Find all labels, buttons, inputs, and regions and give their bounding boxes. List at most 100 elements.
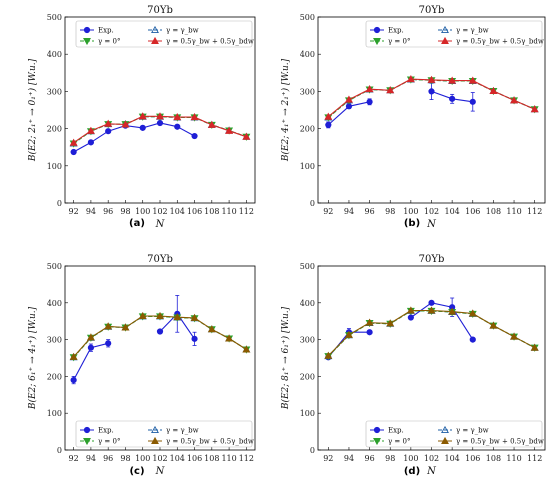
data-point [242, 132, 251, 140]
x-tick-label: 96 [364, 207, 374, 216]
data-point [407, 314, 414, 321]
data-point [469, 336, 476, 343]
series-3 [324, 307, 539, 361]
x-tick-label: 102 [424, 454, 439, 463]
data-point [366, 98, 373, 105]
legend-entry: γ = 0° [388, 38, 410, 46]
data-point [365, 85, 374, 93]
data-point [121, 120, 130, 128]
chart-title: 70Yb [147, 5, 173, 16]
data-point [225, 334, 234, 342]
y-tick-label: 100 [300, 409, 315, 418]
data-point [428, 88, 435, 95]
x-tick-label: 112 [527, 207, 542, 216]
panel-caption: (c) [129, 466, 144, 477]
data-point [344, 95, 353, 103]
data-point [386, 86, 395, 94]
x-tick-label: 112 [527, 454, 542, 463]
data-point [70, 376, 77, 384]
data-point [156, 119, 164, 127]
legend-swatch-marker [83, 426, 91, 434]
y-axis-label: B(E2; 2₁⁺ → 0₁⁺) [W.u.] [27, 58, 38, 162]
x-tick-label: 98 [385, 454, 395, 463]
data-point [324, 351, 333, 359]
x-tick-label: 100 [135, 454, 150, 463]
legend-swatch-marker [373, 37, 381, 46]
data-point [324, 112, 333, 120]
panel-caption: (b) [404, 218, 420, 229]
x-tick-label: 104 [170, 454, 185, 463]
x-tick-label: 94 [344, 454, 354, 463]
data-point [242, 345, 251, 353]
x-tick-label: 94 [86, 207, 96, 216]
y-tick-label: 500 [300, 262, 315, 271]
legend-swatch-marker [83, 437, 91, 446]
y-tick-label: 300 [300, 87, 315, 96]
legend: Exp. γ = γ_bw γ = 0° γ = 0.5γ_bw + 0.5γ_bdw [365, 420, 544, 448]
data-point [156, 328, 164, 335]
data-point [345, 103, 353, 110]
data-point [530, 105, 539, 113]
x-tick-label: 110 [221, 454, 236, 463]
y-tick-label: 100 [300, 162, 315, 171]
legend-entry: Exp. [98, 27, 114, 35]
x-tick-label: 92 [323, 207, 333, 216]
x-axis-label: N [155, 466, 166, 477]
data-point [489, 86, 498, 95]
y-tick-label: 0 [57, 446, 62, 455]
legend-entry: γ = 0.5γ_bw + 0.5γ_bdw [456, 38, 544, 46]
series-line [327, 309, 535, 357]
series-line [73, 315, 247, 358]
y-axis-label: B(E2; 4₁⁺ → 2₁⁺) [W.u.] [280, 58, 291, 162]
legend-swatch-marker [373, 26, 381, 34]
series-4 [69, 112, 251, 146]
series-4 [69, 311, 251, 360]
x-tick-label: 106 [465, 454, 480, 463]
data-point [207, 120, 216, 128]
data-point [86, 333, 95, 341]
x-tick-label: 102 [152, 207, 167, 216]
data-point [207, 325, 216, 333]
data-point [448, 307, 457, 315]
x-tick-label: 108 [204, 454, 219, 463]
legend: Exp. γ = γ_bw γ = 0° γ = 0.5γ_bw + 0.5γ_bdw [365, 20, 544, 48]
data-point [449, 95, 456, 102]
y-tick-label: 300 [300, 336, 315, 345]
data-point [406, 306, 415, 314]
data-point [156, 112, 164, 120]
series-4 [324, 74, 539, 120]
y-tick-label: 0 [310, 446, 315, 455]
data-point [105, 128, 112, 135]
legend-swatch-marker [441, 436, 449, 445]
legend-swatch-marker [151, 36, 159, 45]
x-axis-label: N [155, 219, 166, 230]
x-tick-label: 110 [506, 207, 521, 216]
panel-caption: (a) [129, 218, 145, 229]
x-tick-label: 100 [403, 454, 418, 463]
data-point [156, 311, 164, 320]
y-axis-label: B(E2; 8₁⁺ → 6₁⁺) [W.u.] [280, 306, 291, 410]
x-tick-label: 108 [204, 207, 219, 216]
x-tick-label: 104 [170, 207, 185, 216]
x-tick-label: 108 [486, 207, 501, 216]
x-tick-label: 96 [103, 454, 113, 463]
legend-box [365, 20, 543, 48]
data-point [510, 96, 519, 104]
legend-entry: γ = γ_bw [166, 427, 199, 435]
y-tick-label: 400 [47, 50, 62, 59]
data-point [468, 76, 477, 84]
x-axis-label: N [426, 219, 437, 230]
legend-swatch-marker [151, 25, 159, 34]
legend-entry: Exp. [98, 427, 114, 435]
data-point [190, 112, 199, 121]
y-tick-label: 0 [310, 199, 315, 208]
y-tick-label: 100 [47, 409, 62, 418]
legend-box [75, 420, 253, 448]
legend-box [365, 420, 543, 448]
data-point [225, 126, 234, 134]
x-tick-label: 108 [486, 454, 501, 463]
data-point [69, 138, 78, 146]
